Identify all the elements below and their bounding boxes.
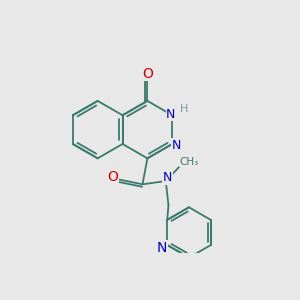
Text: N: N [166,108,176,121]
Text: O: O [107,170,118,184]
Text: H: H [180,104,188,114]
Text: O: O [142,67,153,80]
Text: N: N [163,171,172,184]
Text: N: N [157,241,167,255]
Text: N: N [172,139,181,152]
Text: CH₃: CH₃ [179,157,198,167]
